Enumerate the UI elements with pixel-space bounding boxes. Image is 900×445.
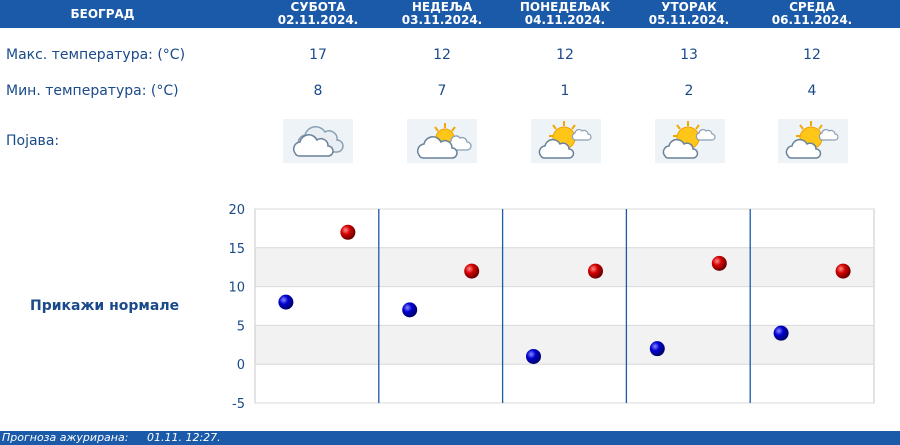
sun-with-cloud-icon (531, 119, 601, 163)
updated-value: 01.11. 12:27. (147, 431, 221, 444)
min-temp-value: 1 (560, 83, 570, 99)
show-normals-link[interactable]: Прикажи нормале (30, 298, 180, 314)
y-tick-label: -5 (232, 397, 245, 412)
day-date: 03.11.2024. (401, 13, 483, 27)
min-temp-value: 4 (807, 83, 817, 99)
forecast-footer: Прогноза ажурирана: 01.11. 12:27. (0, 431, 900, 445)
day-date: 04.11.2024. (524, 13, 606, 27)
y-tick-label: 15 (228, 242, 245, 257)
max-temp-point (711, 255, 727, 271)
min-temp-point (649, 341, 665, 357)
day-column-1: СУБОТА 02.11.2024. (258, 0, 378, 29)
phenomenon-label: Појава: (6, 133, 60, 149)
max-temp-value: 12 (556, 47, 574, 63)
day-date: 06.11.2024. (771, 13, 853, 27)
min-temp-point (526, 348, 541, 364)
day-name: ПОНЕДЕЉАК (519, 0, 611, 14)
day-date: 02.11.2024. (277, 13, 359, 27)
day-column-5: СРЕДА 06.11.2024. (752, 0, 872, 29)
day-name: УТОРАК (661, 0, 717, 14)
day-date: 05.11.2024. (648, 13, 730, 27)
day-column-2: НЕДЕЉА 03.11.2024. (382, 0, 502, 29)
forecast-header: БЕОГРАД СУБОТА 02.11.2024. НЕДЕЉА 03.11.… (0, 0, 900, 28)
max-temp-value: 12 (803, 47, 821, 63)
day-name: НЕДЕЉА (411, 0, 473, 14)
max-temp-point (835, 263, 851, 279)
day-name: СУБОТА (290, 0, 346, 14)
city-name: БЕОГРАД (70, 7, 135, 21)
max-temp-value: 13 (680, 47, 698, 63)
max-temp-point (464, 263, 480, 279)
min-temp-point (402, 302, 418, 318)
y-tick-label: 0 (237, 358, 245, 373)
updated-label: Прогноза ажурирана: (2, 431, 129, 444)
min-temp-point (278, 294, 294, 310)
sun-behind-cloud-icon (407, 119, 477, 163)
sun-with-cloud-icon (778, 119, 848, 163)
partly-cloudy-icon (283, 119, 353, 163)
max-temp-label: Макс. температура: (°C) (6, 47, 186, 63)
chart-band (255, 247, 874, 287)
day-name: СРЕДА (789, 0, 835, 14)
day-column-3: ПОНЕДЕЉАК 04.11.2024. (505, 0, 625, 29)
day-column-4: УТОРАК 05.11.2024. (629, 0, 749, 29)
min-temp-value: 8 (313, 83, 323, 99)
min-temp-point (773, 325, 789, 341)
y-tick-label: 5 (237, 319, 245, 334)
y-tick-label: 10 (228, 281, 245, 296)
max-temp-value: 12 (433, 47, 451, 63)
max-temp-point (588, 263, 603, 279)
y-tick-label: 20 (228, 203, 245, 218)
sun-with-cloud-icon (655, 119, 725, 163)
min-temp-value: 2 (684, 83, 694, 99)
max-temp-point (340, 224, 356, 240)
chart-band (255, 325, 874, 365)
max-temp-value: 17 (309, 47, 327, 63)
min-temp-label: Мин. температура: (°C) (6, 83, 179, 99)
min-temp-value: 7 (437, 83, 447, 99)
